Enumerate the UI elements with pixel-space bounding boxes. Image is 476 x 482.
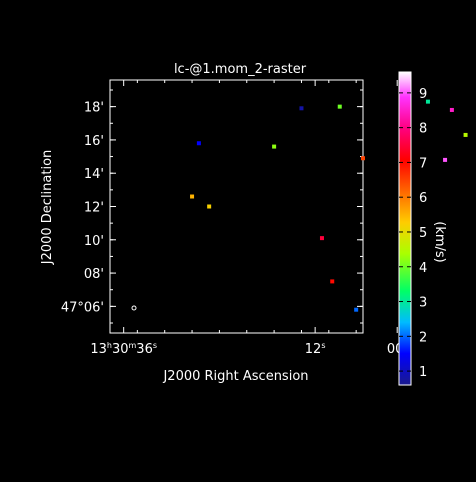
colorbar-label: (km/s) <box>432 221 447 263</box>
data-pixel <box>299 106 304 111</box>
colorbar <box>398 71 412 386</box>
data-pixel <box>196 141 201 146</box>
colorbar-tick-label: 6 <box>419 191 427 206</box>
data-pixel <box>272 144 277 149</box>
data-pixel <box>463 132 468 137</box>
y-tick-label: 08' <box>84 267 104 282</box>
data-pixel <box>361 156 365 161</box>
colorbar-tick-label: 7 <box>419 156 427 171</box>
chart-title: lc-@1.mom_2-raster <box>174 62 307 77</box>
y-tick-label: 10' <box>84 234 104 249</box>
colorbar-tick-label: 1 <box>419 365 427 380</box>
colorbar-tick-label: 9 <box>419 87 427 102</box>
y-tick-label: 47°06' <box>61 300 104 315</box>
y-axis-label: J2000 Declination <box>40 150 55 266</box>
y-tick-label: 14' <box>84 167 104 182</box>
data-pixel <box>190 194 195 199</box>
data-pixel <box>330 279 335 284</box>
plot-frame <box>109 79 364 334</box>
x-tick-label: 13h30m36s <box>90 341 157 357</box>
colorbar-tick-label: 2 <box>419 330 427 345</box>
data-pixel <box>337 104 342 109</box>
colorbar-tick-label: 3 <box>419 296 427 311</box>
data-pixel <box>449 107 454 112</box>
colorbar-tick-label: 8 <box>419 122 427 137</box>
y-tick-label: 12' <box>84 201 104 216</box>
y-tick-label: 16' <box>84 134 104 149</box>
y-axis-ticks: 18' 16' 14' 12' 10' 08' 47°06' <box>61 89 363 324</box>
colorbar-tick-label: 5 <box>419 226 427 241</box>
beam-marker <box>131 305 137 311</box>
x-axis-label: J2000 Right Ascension <box>162 369 308 384</box>
data-pixel <box>443 157 448 162</box>
y-tick-label: 18' <box>84 101 104 116</box>
data-pixel <box>319 236 324 241</box>
data-pixel <box>207 204 212 209</box>
data-pixel <box>425 99 430 104</box>
x-tick-label: 12s <box>305 341 326 357</box>
colorbar-tick-label: 4 <box>419 261 427 276</box>
data-pixels <box>190 99 468 312</box>
colorbar-ticks: 1 2 3 4 5 6 7 8 9 <box>399 87 427 380</box>
data-pixel <box>354 307 359 312</box>
